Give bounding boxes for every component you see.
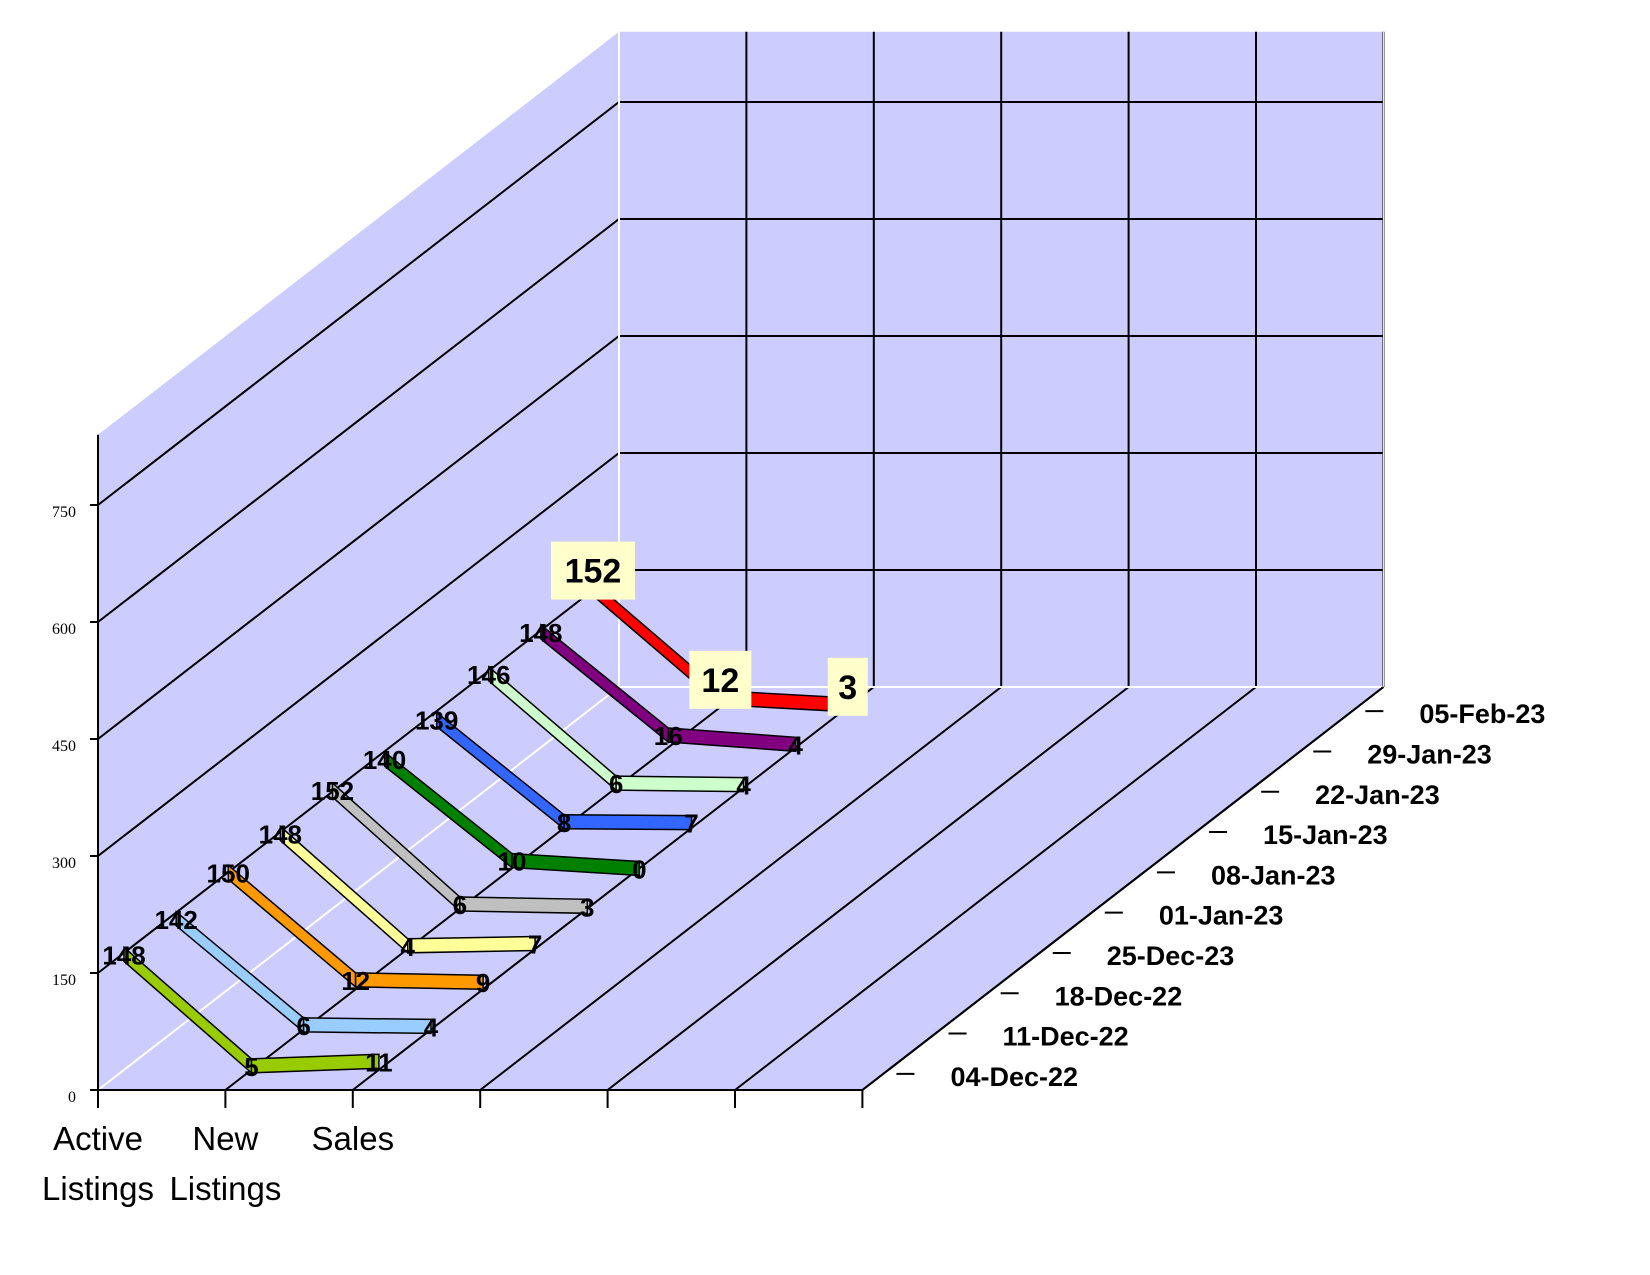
series-segment [511,852,641,877]
series-segment [615,775,745,793]
series-08-Jan-23: 140 10 0 [363,745,647,884]
y-tick: 150 [52,972,98,989]
data-label: 6 [453,890,467,920]
data-label: 10 [497,847,526,877]
y-tick: 750 [52,504,98,521]
data-label: 4 [401,932,416,962]
x-category-label: Sales [312,1120,395,1157]
data-label: 140 [363,745,406,775]
side-wall [98,31,619,1090]
data-label: 4 [736,771,751,801]
y-tick: 0 [68,1089,98,1106]
edge-floor-left [97,686,620,1091]
y-tick-label: 750 [52,504,76,521]
data-label: 7 [528,929,542,959]
data-label: 0 [632,854,646,884]
y-tick: 450 [52,738,98,755]
data-label: 3 [580,892,594,922]
depth-date-label: 22-Jan-23 [1315,780,1440,810]
data-label-box [827,657,868,716]
data-label: 148 [519,618,562,648]
data-label: 6 [296,1011,310,1041]
data-label-box [550,541,635,600]
series-29-Jan-23: 148 16 4 [519,618,803,760]
x-category-label: Listings [42,1170,154,1207]
series-segment [563,814,693,831]
series-18-Dec-22: 150 12 9 [207,858,491,998]
series-segment [250,1053,380,1074]
x-axis-categories: Active Listings New Listings Sales [42,1090,864,1207]
y-tick-label: 0 [68,1089,76,1106]
data-label: 152 [565,553,622,591]
gridline-floor [352,686,875,1091]
data-label: 139 [415,706,458,736]
depth-date-label: 05-Feb-23 [1419,699,1545,729]
chart-series: 152 12 3 148 16 4 146 6 4 139 8 7 140 10 0 152 6 3 148 4 7 15… [102,541,868,1082]
depth-date-label: 08-Jan-23 [1211,860,1336,890]
y-axis-ticks: 0 150 300 450 600 750 [52,504,98,1106]
depth-date-label: 15-Jan-23 [1263,820,1388,850]
series-segment [667,727,797,753]
series-segment [459,896,589,915]
gridline-floor [479,686,1002,1091]
data-label: 142 [154,905,197,935]
y-tick: 300 [52,855,98,872]
data-label-box [689,650,752,709]
x-category-label: New [192,1120,258,1157]
data-label: 152 [311,776,354,806]
data-label: 7 [684,809,698,839]
y-tick-label: 600 [52,621,76,638]
data-label: 3 [838,669,857,707]
series-04-Dec-22: 148 5 11 [102,940,392,1082]
x-category-label: Active [53,1120,143,1157]
depth-axis-dates: 04-Dec-22 11-Dec-22 18-Dec-22 25-Dec-23 01-J… [896,699,1545,1092]
data-label: 148 [102,940,145,970]
depth-axis-line [861,686,1385,1091]
depth-date-label: 01-Jan-23 [1159,901,1284,931]
y-tick-label: 150 [52,972,76,989]
depth-date-label: 18-Dec-22 [1055,981,1183,1011]
gridline-floor [734,686,1257,1091]
depth-date-label: 04-Dec-22 [950,1062,1078,1092]
data-label: 146 [467,660,510,690]
series-05-Feb-23: 152 12 3 [550,541,868,716]
series-segment [407,935,536,954]
data-label: 6 [609,769,623,799]
data-label: 148 [259,820,302,850]
data-label: 12 [341,966,370,996]
series-segment [302,1017,432,1035]
series-22-Jan-23: 146 6 4 [467,660,751,801]
series-25-Dec-23: 148 4 7 [259,820,543,962]
depth-date-label: 29-Jan-23 [1367,739,1492,769]
y-tick-label: 450 [52,738,76,755]
x-category-label: Listings [169,1170,281,1207]
series-segment [354,972,484,990]
series-01-Jan-23: 152 6 3 [311,776,595,922]
depth-date-label: 11-Dec-22 [1003,1022,1129,1052]
series-11-Dec-22: 142 6 4 [154,905,438,1043]
data-label: 8 [557,808,571,838]
gridline-floor [606,686,1130,1091]
data-label: 11 [365,1047,393,1077]
y-tick-label: 300 [52,855,76,872]
data-label: 4 [788,730,803,760]
depth-date-label: 25-Dec-23 [1107,941,1235,971]
y-tick: 600 [52,621,98,638]
data-label: 5 [244,1052,258,1082]
data-label: 12 [701,662,739,700]
data-label: 4 [424,1012,439,1042]
data-label: 150 [207,858,250,888]
series-15-Jan-23: 139 8 7 [415,706,699,839]
data-label: 9 [476,968,490,998]
data-label: 16 [654,721,683,751]
